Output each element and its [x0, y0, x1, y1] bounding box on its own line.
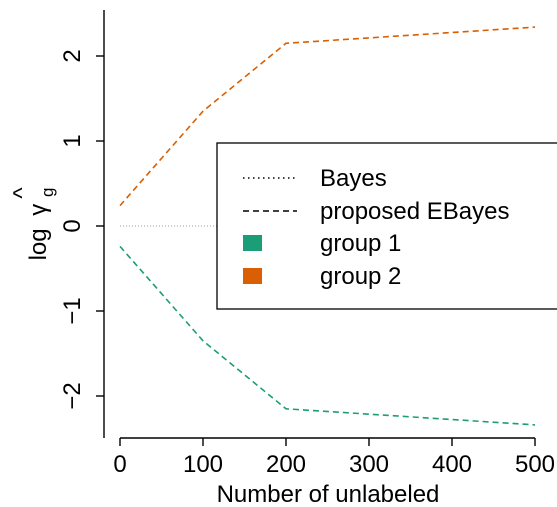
y-tick-label: −1 [59, 297, 86, 324]
x-tick-label: 0 [113, 451, 126, 478]
y-axis-label-prefix: log [25, 228, 52, 260]
y-axis-label-subscript: g [38, 188, 57, 197]
legend-box [216, 142, 557, 310]
y-tick-label: −2 [59, 382, 86, 409]
y-axis-label-symbol: γ [25, 204, 52, 216]
legend-group1-square [243, 235, 262, 251]
y-ticks: −2 −1 0 1 2 [59, 49, 104, 410]
legend-label-bayes: Bayes [320, 165, 387, 192]
y-tick-label: 2 [59, 49, 86, 62]
x-tick-label: 500 [515, 451, 555, 478]
series-line-group2 [119, 26, 536, 207]
x-tick-label: 300 [349, 451, 389, 478]
y-tick-label: 1 [59, 134, 86, 147]
x-tick-label: 200 [266, 451, 306, 478]
x-tick-label: 400 [432, 451, 472, 478]
legend-label-ebayes: proposed EBayes [320, 198, 509, 225]
legend-label-group1: group 1 [320, 230, 401, 257]
legend: Bayes proposed EBayes group 1 group 2 [216, 142, 557, 310]
svg-text:log γ g: log γ g [25, 188, 57, 261]
x-tick-label: 100 [183, 451, 223, 478]
y-tick-label: 0 [59, 219, 86, 232]
y-axis-label: log γ g ^ [9, 187, 57, 261]
legend-label-group2: group 2 [320, 263, 401, 290]
series-line-group1 [119, 245, 536, 426]
legend-group2-square [243, 268, 262, 284]
y-axis-label-hat: ^ [9, 187, 36, 199]
x-axis-label: Number of unlabeled [217, 481, 440, 507]
x-ticks: 0 100 200 300 400 500 [113, 438, 555, 478]
